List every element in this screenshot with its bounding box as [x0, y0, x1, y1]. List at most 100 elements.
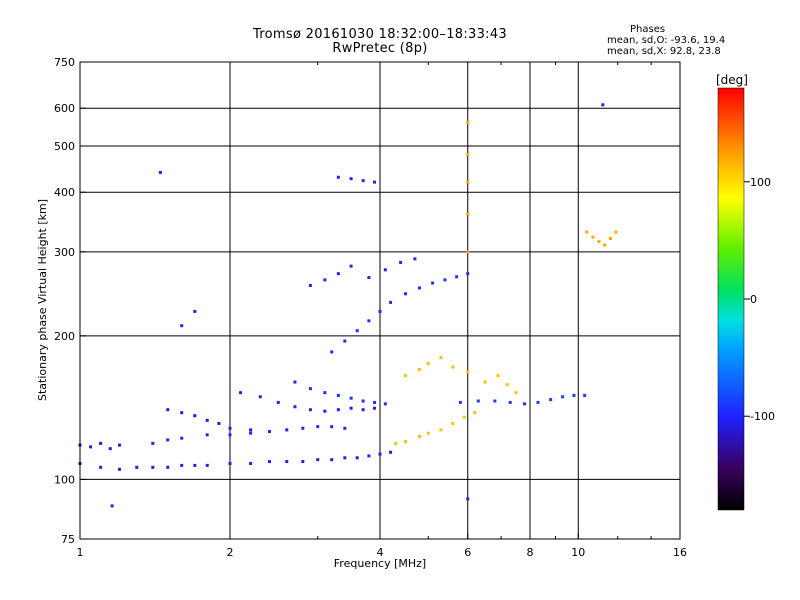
colorbar-label: [deg] [716, 73, 748, 87]
grid-lines [80, 62, 680, 539]
data-point [458, 400, 462, 404]
data-point [373, 180, 377, 184]
data-point [514, 391, 518, 395]
data-point [367, 276, 371, 280]
data-point [367, 454, 371, 458]
colorbar [717, 87, 745, 511]
x-tick-label: 6 [464, 546, 471, 559]
data-point [361, 408, 365, 412]
x-tick-label: 16 [673, 546, 687, 559]
colorbar-tick-label: 100 [750, 176, 771, 189]
data-point [343, 339, 347, 343]
data-point [239, 391, 243, 395]
data-point [462, 415, 466, 419]
data-point [349, 406, 353, 410]
y-tick-label: 100 [54, 473, 75, 486]
data-point [249, 461, 253, 465]
data-point [373, 406, 377, 410]
y-tick-labels: 75 100 200 300 400 500 600 750 [54, 56, 75, 546]
y-tick-label: 750 [54, 56, 75, 69]
data-point [205, 463, 209, 467]
axis-ticks [79, 61, 681, 540]
data-point [508, 400, 512, 404]
data-point [443, 278, 447, 282]
data-point [301, 460, 305, 464]
data-point [355, 329, 359, 333]
data-point [205, 433, 209, 437]
data-point [394, 441, 398, 445]
data-point [417, 286, 421, 290]
data-point [180, 463, 184, 467]
phase-stats-o-mode: mean, sd,O: -93.6, 19.4 [607, 35, 726, 46]
data-point [572, 393, 576, 397]
data-point [378, 309, 382, 313]
data-point [180, 324, 184, 328]
data-point [473, 411, 477, 415]
data-point [330, 458, 334, 462]
data-point [308, 387, 312, 391]
phase-stats-header: Phases [630, 24, 666, 35]
x-tick-label: 4 [377, 546, 384, 559]
data-point [151, 441, 155, 445]
data-point [308, 283, 312, 287]
data-point [389, 300, 393, 304]
data-point [267, 430, 271, 434]
data-point [276, 400, 280, 404]
y-axis-label: Stationary phase Virtual Height [km] [36, 199, 49, 401]
data-point [466, 212, 470, 216]
data-point [330, 350, 334, 354]
data-point [228, 461, 232, 465]
data-point [193, 309, 197, 313]
data-point [451, 365, 455, 369]
data-point [217, 421, 221, 425]
x-tick-label: 10 [571, 546, 585, 559]
colorbar-tick-label: 0 [750, 293, 757, 306]
data-point [583, 393, 587, 397]
data-point [378, 452, 382, 456]
data-point [493, 399, 497, 403]
data-point [466, 370, 470, 374]
data-point [135, 465, 139, 469]
data-point [228, 426, 232, 430]
y-tick-label: 500 [54, 140, 75, 153]
data-point [403, 374, 407, 378]
data-point [89, 445, 93, 449]
data-point [549, 398, 553, 402]
data-point [151, 465, 155, 469]
data-point [413, 257, 417, 261]
data-point [258, 395, 262, 399]
data-point [466, 180, 470, 184]
data-point [536, 400, 540, 404]
data-points [78, 103, 618, 508]
data-point [180, 411, 184, 415]
data-point [383, 402, 387, 406]
data-point [355, 456, 359, 460]
data-point [561, 395, 565, 399]
data-point [597, 240, 601, 244]
data-point [466, 121, 470, 125]
data-point [451, 421, 455, 425]
data-point [193, 463, 197, 467]
data-point [466, 250, 470, 254]
data-point [110, 504, 114, 508]
data-point [466, 272, 470, 276]
data-point [349, 264, 353, 268]
y-tick-label: 300 [54, 246, 75, 259]
data-point [117, 443, 121, 447]
data-point [361, 179, 365, 183]
y-tick-label: 600 [54, 102, 75, 115]
data-point [349, 177, 353, 181]
data-point [267, 460, 271, 464]
data-point [228, 433, 232, 437]
data-point [373, 400, 377, 404]
data-point [249, 428, 253, 432]
data-point [389, 450, 393, 454]
data-point [323, 391, 327, 395]
data-point [117, 467, 121, 471]
data-point [108, 447, 112, 451]
data-point [336, 272, 340, 276]
data-point [403, 292, 407, 296]
colorbar-tick-label: -100 [750, 410, 775, 423]
data-point [158, 170, 162, 174]
